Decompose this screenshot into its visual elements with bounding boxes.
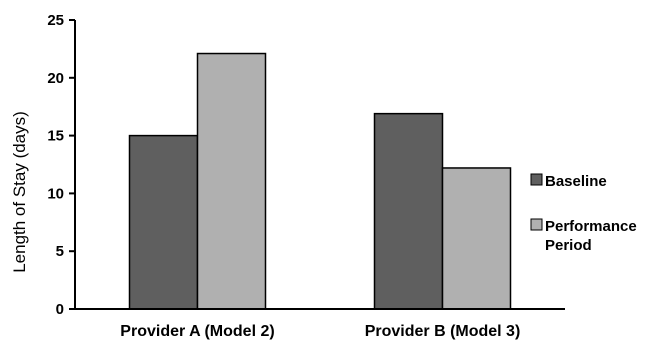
legend: Baseline Performance Period (530, 173, 637, 254)
bar-baseline-1 (373, 112, 444, 310)
y-tick-label-0: 0 (56, 301, 64, 318)
legend-label-line-0-0: Baseline (545, 173, 607, 190)
y-tick-label-1: 5 (56, 243, 64, 260)
legend-label-line-1-0: Performance (545, 218, 637, 235)
x-category-label-1: Provider B (Model 3) (365, 323, 521, 340)
legend-swatch-0 (530, 173, 543, 186)
x-category-label-0: Provider A (Model 2) (120, 323, 274, 340)
y-tick-label-2: 10 (47, 185, 64, 202)
legend-label-0: Baseline (545, 173, 607, 190)
y-tick-label-3: 15 (47, 128, 64, 145)
bar-performance-period-0 (196, 52, 267, 310)
y-axis-title: Length of Stay (days) (10, 111, 29, 273)
y-tick-label-5: 25 (47, 12, 64, 29)
legend-label-line-1-1: Period (545, 237, 592, 254)
bar-baseline-0 (128, 134, 199, 310)
plot-area: 0 5 10 15 20 25 Provider A (Model 2) Provider B… (47, 12, 565, 340)
y-tick-label-4: 20 (47, 70, 64, 87)
legend-label-1: Performance Period (545, 218, 637, 254)
bar-performance-period-1 (441, 167, 512, 310)
legend-swatch-1 (530, 218, 543, 231)
